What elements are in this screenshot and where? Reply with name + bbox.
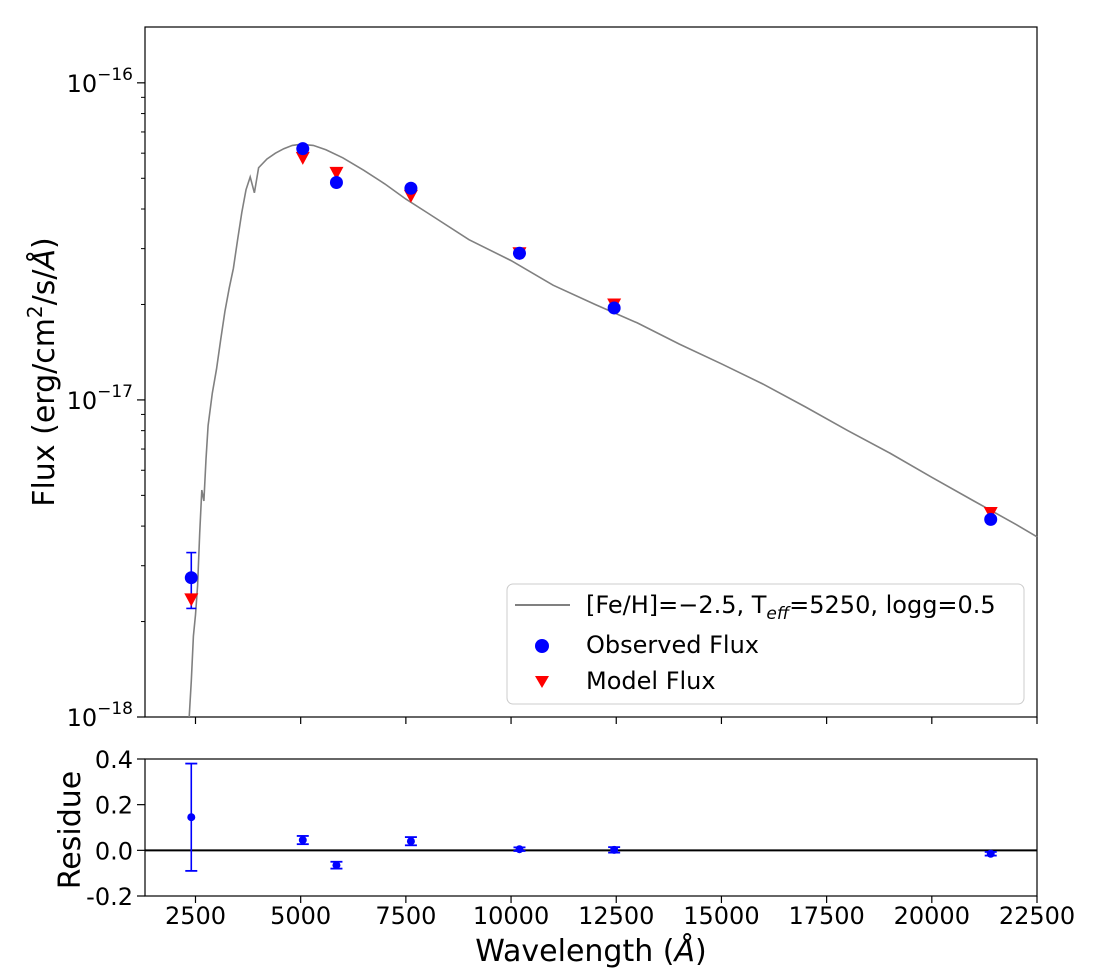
- residue-x-tick-label: 12500: [578, 902, 654, 930]
- legend: [Fe/H]=−2.5, Teff=5250, logg=0.5 Observe…: [506, 583, 1025, 705]
- model-spectrum-line: [188, 143, 1038, 718]
- residue-y-tick-label: -0.2: [86, 883, 133, 911]
- flux-y-tick-label: 10−18: [67, 699, 133, 732]
- residue-x-tick-label: 22500: [999, 902, 1075, 930]
- residue-point: [610, 845, 619, 854]
- legend-observed-label: Observed Flux: [586, 631, 759, 659]
- residue-point: [515, 845, 524, 854]
- residue-x-tick-label: 10000: [473, 902, 549, 930]
- model-flux-point: [329, 166, 344, 180]
- residue-x-tick-label: 2500: [165, 902, 226, 930]
- flux-y-axis-label: Flux (erg/cm2/s/Å): [23, 237, 62, 507]
- residue-y-ticks: -0.2 0.0 0.2 0.4: [86, 746, 145, 911]
- residue-x-tick-label: 5000: [270, 902, 331, 930]
- residue-x-tick-label: 20000: [894, 902, 970, 930]
- residue-axes-frame: [144, 758, 1038, 897]
- observed-flux-point: [404, 181, 418, 195]
- observed-flux-point: [329, 175, 343, 189]
- residue-y-tick-label: 0.0: [95, 837, 133, 865]
- model-flux-point: [295, 151, 310, 165]
- observed-flux-point: [512, 246, 526, 260]
- residue-point: [298, 836, 307, 845]
- residue-y-axis-label: Residue: [53, 771, 88, 889]
- observed-flux-point: [184, 571, 198, 585]
- legend-model-label: Model Flux: [586, 667, 716, 695]
- residue-x-tick-label: 17500: [788, 902, 864, 930]
- residue-point: [187, 813, 196, 822]
- flux-minor-ticks: [141, 96, 145, 623]
- residue-x-ticks: 2500 5000 7500 10000 12500 15000 17500 20000 225…: [165, 896, 1075, 930]
- model-flux-point: [184, 593, 199, 607]
- flux-panel: 10−18 10−17 10−16 [Fe/H]=−2.5, Teff=5250, …: [23, 26, 1038, 732]
- flux-x-ticks: [194, 717, 1038, 724]
- observed-flux-point: [607, 301, 621, 315]
- legend-model-spectrum-label: [Fe/H]=−2.5, Teff=5250, logg=0.5: [586, 591, 996, 624]
- flux-y-tick-label: 10−17: [67, 382, 133, 415]
- residue-y-tick-label: 0.4: [95, 746, 133, 774]
- observed-flux-point: [296, 142, 310, 156]
- residue-panel: 2500 5000 7500 10000 12500 15000 17500 20000 225…: [53, 746, 1075, 969]
- flux-y-tick-label: 10−16: [67, 65, 133, 98]
- residue-point: [986, 849, 995, 858]
- flux-y-ticks: 10−18 10−17 10−16: [67, 65, 145, 732]
- residue-x-tick-label: 7500: [375, 902, 436, 930]
- legend-frame: [506, 583, 1025, 705]
- observed-flux-points: [184, 142, 998, 585]
- residue-point: [406, 837, 415, 846]
- residue-y-tick-label: 0.2: [95, 792, 133, 820]
- residue-points: [185, 762, 997, 872]
- x-axis-label: Wavelength (Å): [475, 933, 706, 969]
- residue-x-tick-label: 15000: [683, 902, 759, 930]
- legend-model-marker: [535, 676, 549, 688]
- residue-point: [332, 861, 341, 870]
- observed-flux-point: [984, 512, 998, 526]
- legend-observed-marker: [535, 639, 549, 653]
